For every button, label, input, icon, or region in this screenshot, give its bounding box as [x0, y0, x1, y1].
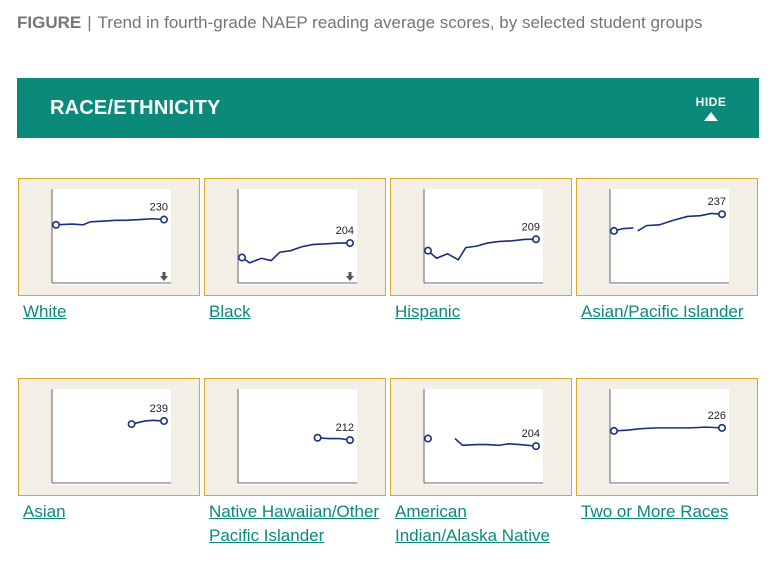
group-link[interactable]: Asian/Pacific Islander — [581, 302, 744, 321]
sparkline-chart: 204 — [237, 189, 357, 285]
group-link[interactable]: White — [23, 302, 67, 321]
chart-panel: 239 Asian — [18, 378, 200, 524]
data-point-marker — [51, 220, 60, 229]
down-arrow-icon — [346, 272, 354, 281]
plot-background — [610, 189, 729, 285]
plot-background — [52, 189, 171, 285]
data-point-marker — [718, 210, 727, 219]
data-point-marker — [532, 235, 541, 244]
data-point-marker — [127, 420, 136, 429]
value-label: 239 — [150, 403, 168, 415]
sparkline-chart: 212 — [237, 389, 357, 485]
plot-background — [424, 389, 543, 485]
section-header: RACE/ETHNICITY HIDE — [17, 78, 759, 138]
chart-box[interactable]: 209 — [390, 178, 572, 296]
plot-background — [238, 189, 357, 285]
chart-box[interactable]: 204 — [204, 178, 386, 296]
group-link[interactable]: Two or More Races — [581, 502, 729, 521]
chart-panel: 237 Asian/Pacific Islander — [576, 178, 758, 324]
chart-panel: 212 Native Hawaiian/Other Pacific Islande… — [204, 378, 386, 547]
series-line — [317, 436, 351, 441]
sparkline-chart: 204 — [423, 389, 543, 485]
sparkline-chart: 226 — [609, 389, 729, 485]
group-link[interactable]: American Indian/Alaska Native — [395, 502, 550, 545]
section-title: RACE/ETHNICITY — [50, 97, 221, 119]
sparkline-chart: 209 — [423, 189, 543, 285]
figure-label: FIGURE — [17, 13, 82, 32]
data-point-marker — [718, 423, 727, 432]
series-line — [454, 437, 537, 447]
data-point-marker — [346, 239, 355, 248]
series-line — [637, 212, 723, 232]
sparkline-chart: 239 — [51, 389, 171, 485]
data-point-marker — [609, 426, 618, 435]
value-label: 226 — [708, 410, 726, 422]
hide-button[interactable]: HIDE — [693, 95, 729, 121]
chart-panel: 204 Black — [204, 178, 386, 324]
data-point-marker — [609, 226, 618, 235]
figure-caption: Trend in fourth-grade NAEP reading avera… — [97, 13, 703, 32]
data-point-marker — [423, 246, 432, 255]
hide-label: HIDE — [695, 95, 727, 109]
value-label: 212 — [336, 422, 354, 434]
series-line — [241, 242, 350, 264]
chart-box[interactable]: 204 — [390, 378, 572, 496]
group-link[interactable]: Black — [209, 302, 251, 321]
plot-background — [52, 389, 171, 485]
data-point-marker — [423, 434, 432, 443]
value-label: 237 — [708, 196, 726, 208]
plot-background — [610, 389, 729, 485]
sparkline-chart: 237 — [609, 189, 729, 285]
group-link[interactable]: Hispanic — [395, 302, 461, 321]
group-link[interactable]: Asian — [23, 502, 66, 521]
figure-title: FIGURE | Trend in fourth-grade NAEP readin… — [17, 13, 702, 33]
chart-panel: 209 Hispanic — [390, 178, 572, 324]
series-line — [131, 419, 165, 425]
chart-box[interactable]: 239 — [18, 378, 200, 496]
data-point-marker — [532, 442, 541, 451]
series-line — [613, 426, 723, 432]
series-line — [55, 217, 165, 226]
group-link[interactable]: Native Hawaiian/Other Pacific Islander — [209, 502, 380, 545]
data-point-marker — [346, 436, 355, 445]
data-point-marker — [160, 417, 169, 426]
chart-panel: 204 American Indian/Alaska Native — [390, 378, 572, 547]
data-point-marker — [160, 215, 169, 224]
data-point-marker — [313, 433, 322, 442]
value-label: 230 — [150, 202, 168, 214]
figure-separator: | — [87, 13, 92, 32]
chart-box[interactable]: 226 — [576, 378, 758, 496]
chart-box[interactable]: 230 — [18, 178, 200, 296]
chart-box[interactable]: 212 — [204, 378, 386, 496]
chart-box[interactable]: 237 — [576, 178, 758, 296]
value-label: 204 — [522, 428, 540, 440]
series-line — [427, 238, 536, 261]
data-point-marker — [237, 253, 246, 262]
value-label: 204 — [336, 225, 354, 237]
triangle-up-icon — [704, 112, 718, 121]
down-arrow-icon — [160, 272, 168, 281]
chart-panel: 230 White — [18, 178, 200, 324]
value-label: 209 — [522, 221, 540, 233]
chart-panel: 226 Two or More Races — [576, 378, 758, 524]
plot-background — [424, 189, 543, 285]
plot-background — [238, 389, 357, 485]
sparkline-chart: 230 — [51, 189, 171, 285]
